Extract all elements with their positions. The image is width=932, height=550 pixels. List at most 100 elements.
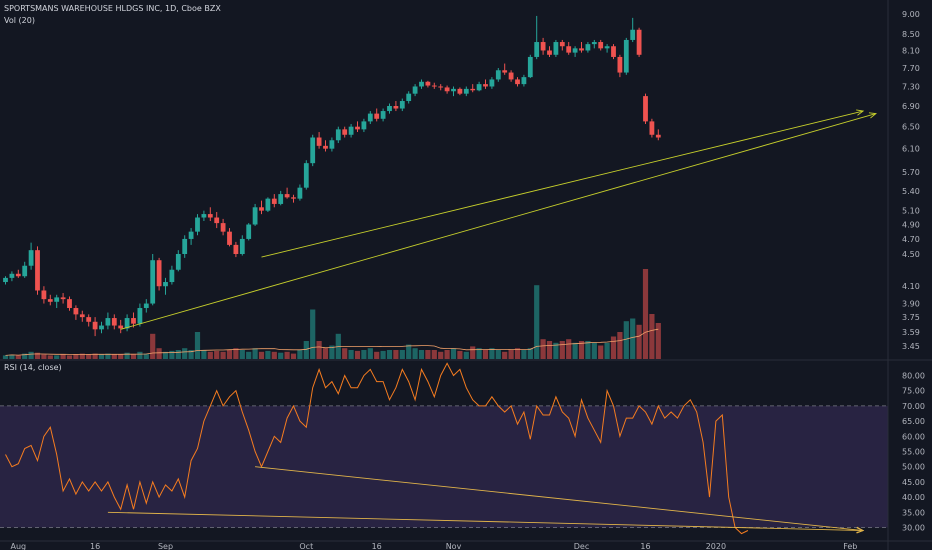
candle bbox=[604, 46, 610, 49]
volume-bar bbox=[470, 346, 476, 359]
volume-bar bbox=[105, 353, 111, 359]
volume-bar bbox=[22, 353, 28, 359]
volume-bar bbox=[73, 354, 79, 359]
time-tick-label: Feb bbox=[843, 542, 857, 550]
candle bbox=[28, 250, 34, 266]
volume-bar bbox=[636, 324, 642, 359]
candle bbox=[508, 72, 514, 80]
volume-bar bbox=[182, 348, 188, 359]
candle bbox=[67, 299, 72, 309]
candle bbox=[156, 260, 162, 287]
price-tick-label: 4.10 bbox=[902, 282, 920, 291]
volume-bar bbox=[348, 350, 354, 359]
candle bbox=[643, 96, 648, 122]
candle bbox=[636, 29, 642, 55]
rsi-trendline bbox=[255, 466, 864, 531]
candle bbox=[495, 70, 501, 80]
candle bbox=[265, 198, 271, 211]
price-trendline bbox=[261, 110, 864, 258]
volume-bar bbox=[111, 354, 117, 359]
price-tick-label: 5.10 bbox=[902, 207, 920, 216]
price-tick-label: 6.90 bbox=[902, 102, 920, 111]
volume-bar bbox=[156, 348, 162, 359]
candle bbox=[15, 273, 21, 277]
volume-bar bbox=[610, 336, 617, 359]
candle bbox=[476, 84, 482, 91]
volume-bar bbox=[546, 341, 553, 359]
candle bbox=[355, 126, 360, 130]
candle bbox=[534, 42, 540, 57]
candle bbox=[124, 318, 130, 329]
rsi-band-fill bbox=[0, 405, 888, 528]
price-tick-label: 6.10 bbox=[902, 145, 920, 154]
price-tick-label: 7.70 bbox=[902, 64, 920, 73]
rsi-tick-label: 60.00 bbox=[902, 432, 925, 441]
volume-bar bbox=[79, 353, 85, 359]
candle bbox=[527, 56, 533, 78]
candle bbox=[611, 46, 616, 57]
candle bbox=[521, 77, 527, 85]
candle bbox=[227, 231, 232, 245]
price-tick-label: 4.50 bbox=[902, 250, 920, 259]
volume-bar bbox=[2, 355, 9, 359]
candle bbox=[393, 105, 399, 109]
candle bbox=[201, 214, 207, 218]
candle bbox=[60, 297, 66, 300]
candle bbox=[175, 254, 181, 270]
candle bbox=[99, 325, 104, 330]
candle bbox=[444, 87, 450, 92]
candle bbox=[195, 217, 200, 232]
volume-bar bbox=[278, 352, 284, 359]
volume-bar bbox=[124, 352, 130, 359]
time-tick-label: 2020 bbox=[706, 542, 726, 550]
candle bbox=[387, 105, 392, 112]
price-tick-label: 4.70 bbox=[902, 235, 920, 244]
volume-bar bbox=[169, 350, 175, 359]
price-trendline bbox=[120, 113, 877, 330]
candle bbox=[9, 273, 15, 278]
rsi-tick-label: 40.00 bbox=[902, 493, 925, 502]
candle bbox=[137, 308, 143, 324]
volume-bar bbox=[508, 350, 514, 359]
price-tick-label: 8.10 bbox=[902, 46, 920, 55]
volume-bar bbox=[578, 341, 585, 359]
candle bbox=[361, 121, 367, 130]
volume-bar bbox=[239, 350, 245, 359]
volume-bar bbox=[303, 341, 309, 359]
candle bbox=[35, 250, 40, 291]
candle bbox=[489, 79, 495, 87]
volume-bar bbox=[482, 350, 489, 359]
volume-bar bbox=[521, 350, 527, 359]
volume-bar bbox=[380, 350, 386, 359]
candle bbox=[143, 303, 149, 309]
candle bbox=[591, 42, 597, 45]
candle bbox=[54, 297, 60, 302]
trendline-arrow bbox=[868, 112, 878, 119]
candle bbox=[515, 79, 520, 85]
time-tick-label: 16 bbox=[372, 542, 382, 550]
volume-bar bbox=[60, 354, 66, 359]
volume-bar bbox=[175, 350, 181, 359]
price-tick-label: 4.90 bbox=[902, 221, 920, 230]
volume-bar bbox=[265, 350, 271, 359]
rsi-tick-label: 65.00 bbox=[902, 417, 925, 426]
volume-bar bbox=[566, 339, 572, 359]
price-tick-label: 3.75 bbox=[902, 313, 920, 322]
price-tick-label: 3.90 bbox=[902, 300, 920, 309]
candle bbox=[623, 39, 629, 73]
time-tick-label: Aug bbox=[10, 542, 26, 550]
volume-bar bbox=[47, 355, 53, 359]
candle bbox=[284, 194, 290, 198]
candle bbox=[585, 44, 591, 51]
rsi-trendline bbox=[107, 511, 864, 531]
candle bbox=[547, 50, 552, 55]
candle bbox=[182, 238, 188, 255]
price-tick-label: 5.70 bbox=[902, 168, 920, 177]
candle bbox=[131, 318, 136, 324]
candle bbox=[207, 214, 213, 218]
volume-bar bbox=[655, 323, 661, 359]
volume-bar bbox=[604, 342, 610, 359]
price-tick-label: 9.00 bbox=[902, 10, 920, 19]
candle bbox=[617, 56, 623, 73]
